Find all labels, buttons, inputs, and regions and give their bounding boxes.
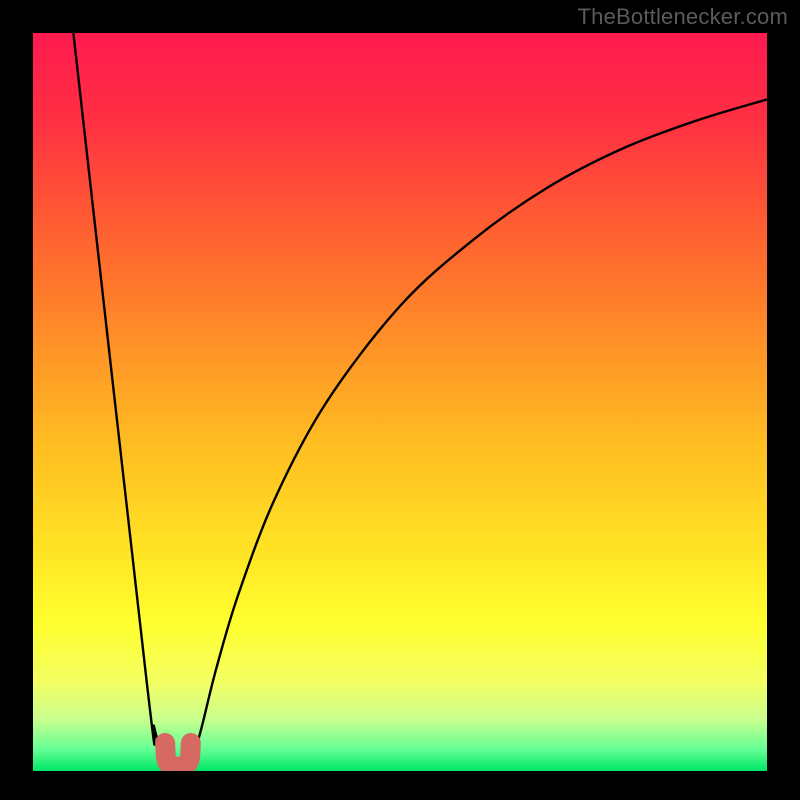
watermark-label: TheBottlenecker.com: [578, 4, 788, 30]
chart-frame: TheBottlenecker.com: [0, 0, 800, 800]
bottleneck-curve-chart: [33, 33, 767, 771]
